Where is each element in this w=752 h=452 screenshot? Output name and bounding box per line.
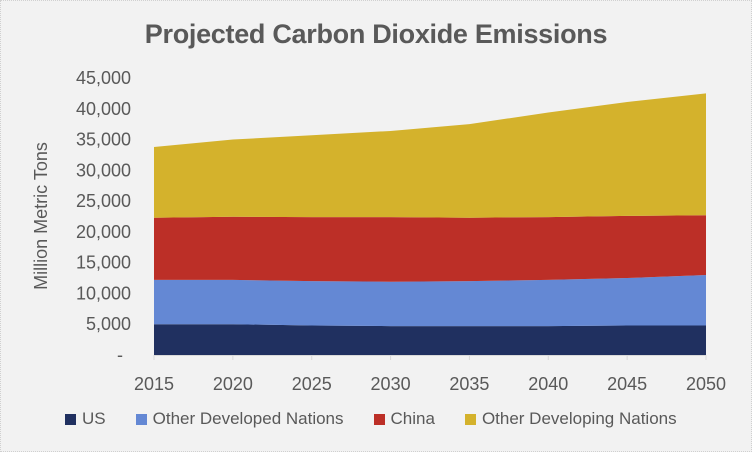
y-tick-label: 45,000 — [76, 68, 131, 88]
x-tick-label: 2030 — [371, 374, 411, 394]
legend-swatch — [65, 413, 76, 425]
legend-swatch — [464, 413, 476, 425]
legend-label: Other Developing Nations — [481, 409, 677, 428]
area-other-developing-nations — [154, 93, 706, 218]
y-tick-label: 35,000 — [76, 130, 131, 150]
y-tick-label: 10,000 — [76, 283, 131, 303]
axes: 2015 2020 2025 2030 2035 2040 2045 2050 - 5,000 10… — [76, 68, 726, 394]
area-china — [154, 215, 706, 282]
x-tick-label: 2045 — [607, 374, 647, 394]
legend-item-other-developing-nations: Other Developing Nations — [464, 409, 677, 429]
legend-item-china: China — [373, 409, 435, 429]
y-tick-label: 25,000 — [76, 191, 131, 211]
legend-item-us: US — [65, 409, 106, 429]
legend-item-other-developed-nations: Other Developed Nations — [135, 409, 344, 429]
y-tick-label: - — [117, 345, 123, 365]
legend: US Other Developed Nations China Other Deve… — [65, 409, 707, 429]
x-tick-label: 2025 — [292, 374, 332, 394]
stacked-areas — [154, 93, 706, 355]
area-other-developed-nations — [154, 274, 706, 327]
y-tick-label: 15,000 — [76, 253, 131, 273]
y-tick-label: 40,000 — [76, 99, 131, 119]
x-tick-label: 2035 — [449, 374, 489, 394]
chart-title: Projected Carbon Dioxide Emissions — [144, 19, 608, 49]
legend-label: Other Developed Nations — [152, 409, 344, 428]
x-tick-label: 2040 — [528, 374, 568, 394]
x-tick-label: 2050 — [686, 374, 726, 394]
legend-swatch — [135, 413, 147, 425]
y-axis-title: Million Metric Tons — [31, 142, 51, 290]
legend-label: China — [390, 409, 435, 428]
x-tick-label: 2020 — [213, 374, 253, 394]
y-tick-label: 5,000 — [86, 314, 131, 334]
area-us — [154, 324, 706, 355]
x-tick-label: 2015 — [134, 374, 174, 394]
y-tick-label: 30,000 — [76, 160, 131, 180]
legend-label: US — [82, 409, 106, 428]
y-tick-label: 20,000 — [76, 222, 131, 242]
legend-swatch — [373, 413, 385, 425]
